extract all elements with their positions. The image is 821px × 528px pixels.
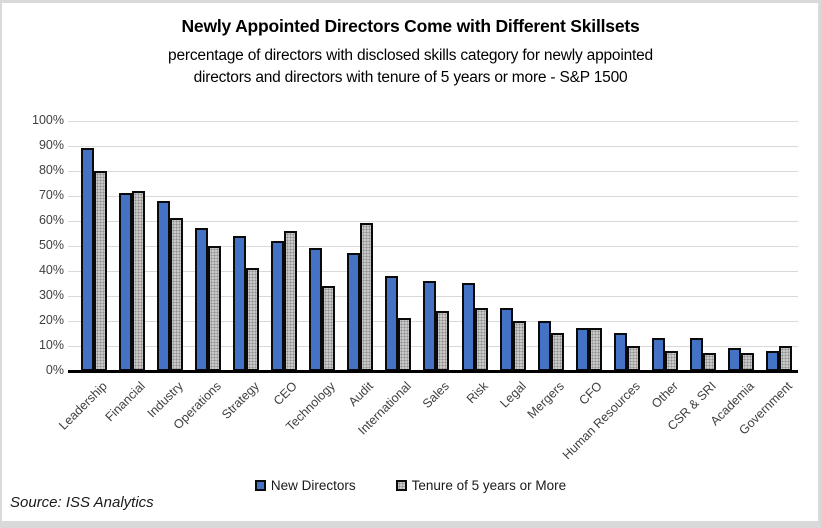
gridline (68, 196, 798, 197)
legend-item-new-directors: New Directors (254, 478, 356, 493)
bar-new-directors-ceo (271, 241, 284, 371)
bar-new-directors-sales (423, 281, 436, 371)
bar-new-directors-financial (119, 193, 132, 371)
bar-tenure-international (398, 318, 411, 371)
bar-tenure-leadership (94, 171, 107, 371)
bar-new-directors-operations (195, 228, 208, 371)
legend-item-tenure: Tenure of 5 years or More (395, 478, 567, 493)
legend-swatch-tenure (395, 480, 407, 491)
bar-new-directors-academia (728, 348, 741, 371)
bar-tenure-other (665, 351, 678, 371)
source-credit: Source: ISS Analytics (10, 494, 154, 511)
gridline (68, 146, 798, 147)
bar-new-directors-legal (500, 308, 513, 371)
gridline (68, 271, 798, 272)
gridline (68, 171, 798, 172)
bar-new-directors-international (385, 276, 398, 371)
chart-title: Newly Appointed Directors Come with Diff… (181, 16, 640, 36)
bar-tenure-human-resources (627, 346, 640, 371)
y-tick-label: 30% (38, 288, 64, 302)
y-tick-label: 90% (38, 138, 64, 152)
bar-new-directors-strategy (233, 236, 246, 371)
y-tick-label: 0% (45, 363, 64, 377)
bar-new-directors-industry (157, 201, 170, 371)
bar-tenure-risk (475, 308, 488, 371)
bar-tenure-csr-sri (703, 353, 716, 371)
bar-tenure-industry (170, 218, 183, 371)
x-axis-line (68, 370, 798, 373)
legend-label-tenure: Tenure of 5 years or More (411, 478, 567, 493)
bar-new-directors-risk (462, 283, 475, 371)
bar-tenure-mergers (551, 333, 564, 371)
y-tick-label: 40% (38, 263, 64, 277)
y-tick-label: 60% (38, 213, 64, 227)
legend: New Directors Tenure of 5 years or More (0, 478, 821, 493)
bar-new-directors-mergers (538, 321, 551, 371)
bar-new-directors-other (652, 338, 665, 371)
y-tick-label: 20% (38, 313, 64, 327)
gridline (68, 246, 798, 247)
bar-new-directors-leadership (81, 148, 94, 371)
y-tick-label: 80% (38, 163, 64, 177)
bar-tenure-strategy (246, 268, 259, 371)
bar-tenure-ceo (284, 231, 297, 371)
bar-tenure-technology (322, 286, 335, 371)
y-tick-label: 70% (38, 188, 64, 202)
chart-subtitle-line1: percentage of directors with disclosed s… (168, 47, 653, 64)
bar-tenure-government (779, 346, 792, 371)
y-tick-label: 100% (32, 113, 64, 127)
legend-label-new-directors: New Directors (270, 478, 356, 493)
bar-tenure-financial (132, 191, 145, 371)
bar-new-directors-audit (347, 253, 360, 371)
bar-tenure-sales (436, 311, 449, 371)
bar-tenure-academia (741, 353, 754, 371)
bar-tenure-cfo (589, 328, 602, 371)
bar-new-directors-human-resources (614, 333, 627, 371)
gridline (68, 121, 798, 122)
bar-tenure-legal (513, 321, 526, 371)
bar-tenure-operations (208, 246, 221, 371)
bar-tenure-audit (360, 223, 373, 371)
legend-swatch-new-directors (254, 480, 266, 491)
gridline (68, 221, 798, 222)
chart-subtitle-line2: directors and directors with tenure of 5… (193, 69, 628, 86)
y-tick-label: 10% (38, 338, 64, 352)
bar-new-directors-government (766, 351, 779, 371)
bar-new-directors-technology (309, 248, 322, 371)
bar-new-directors-cfo (576, 328, 589, 371)
bar-new-directors-csr-sri (690, 338, 703, 371)
y-tick-label: 50% (38, 238, 64, 252)
